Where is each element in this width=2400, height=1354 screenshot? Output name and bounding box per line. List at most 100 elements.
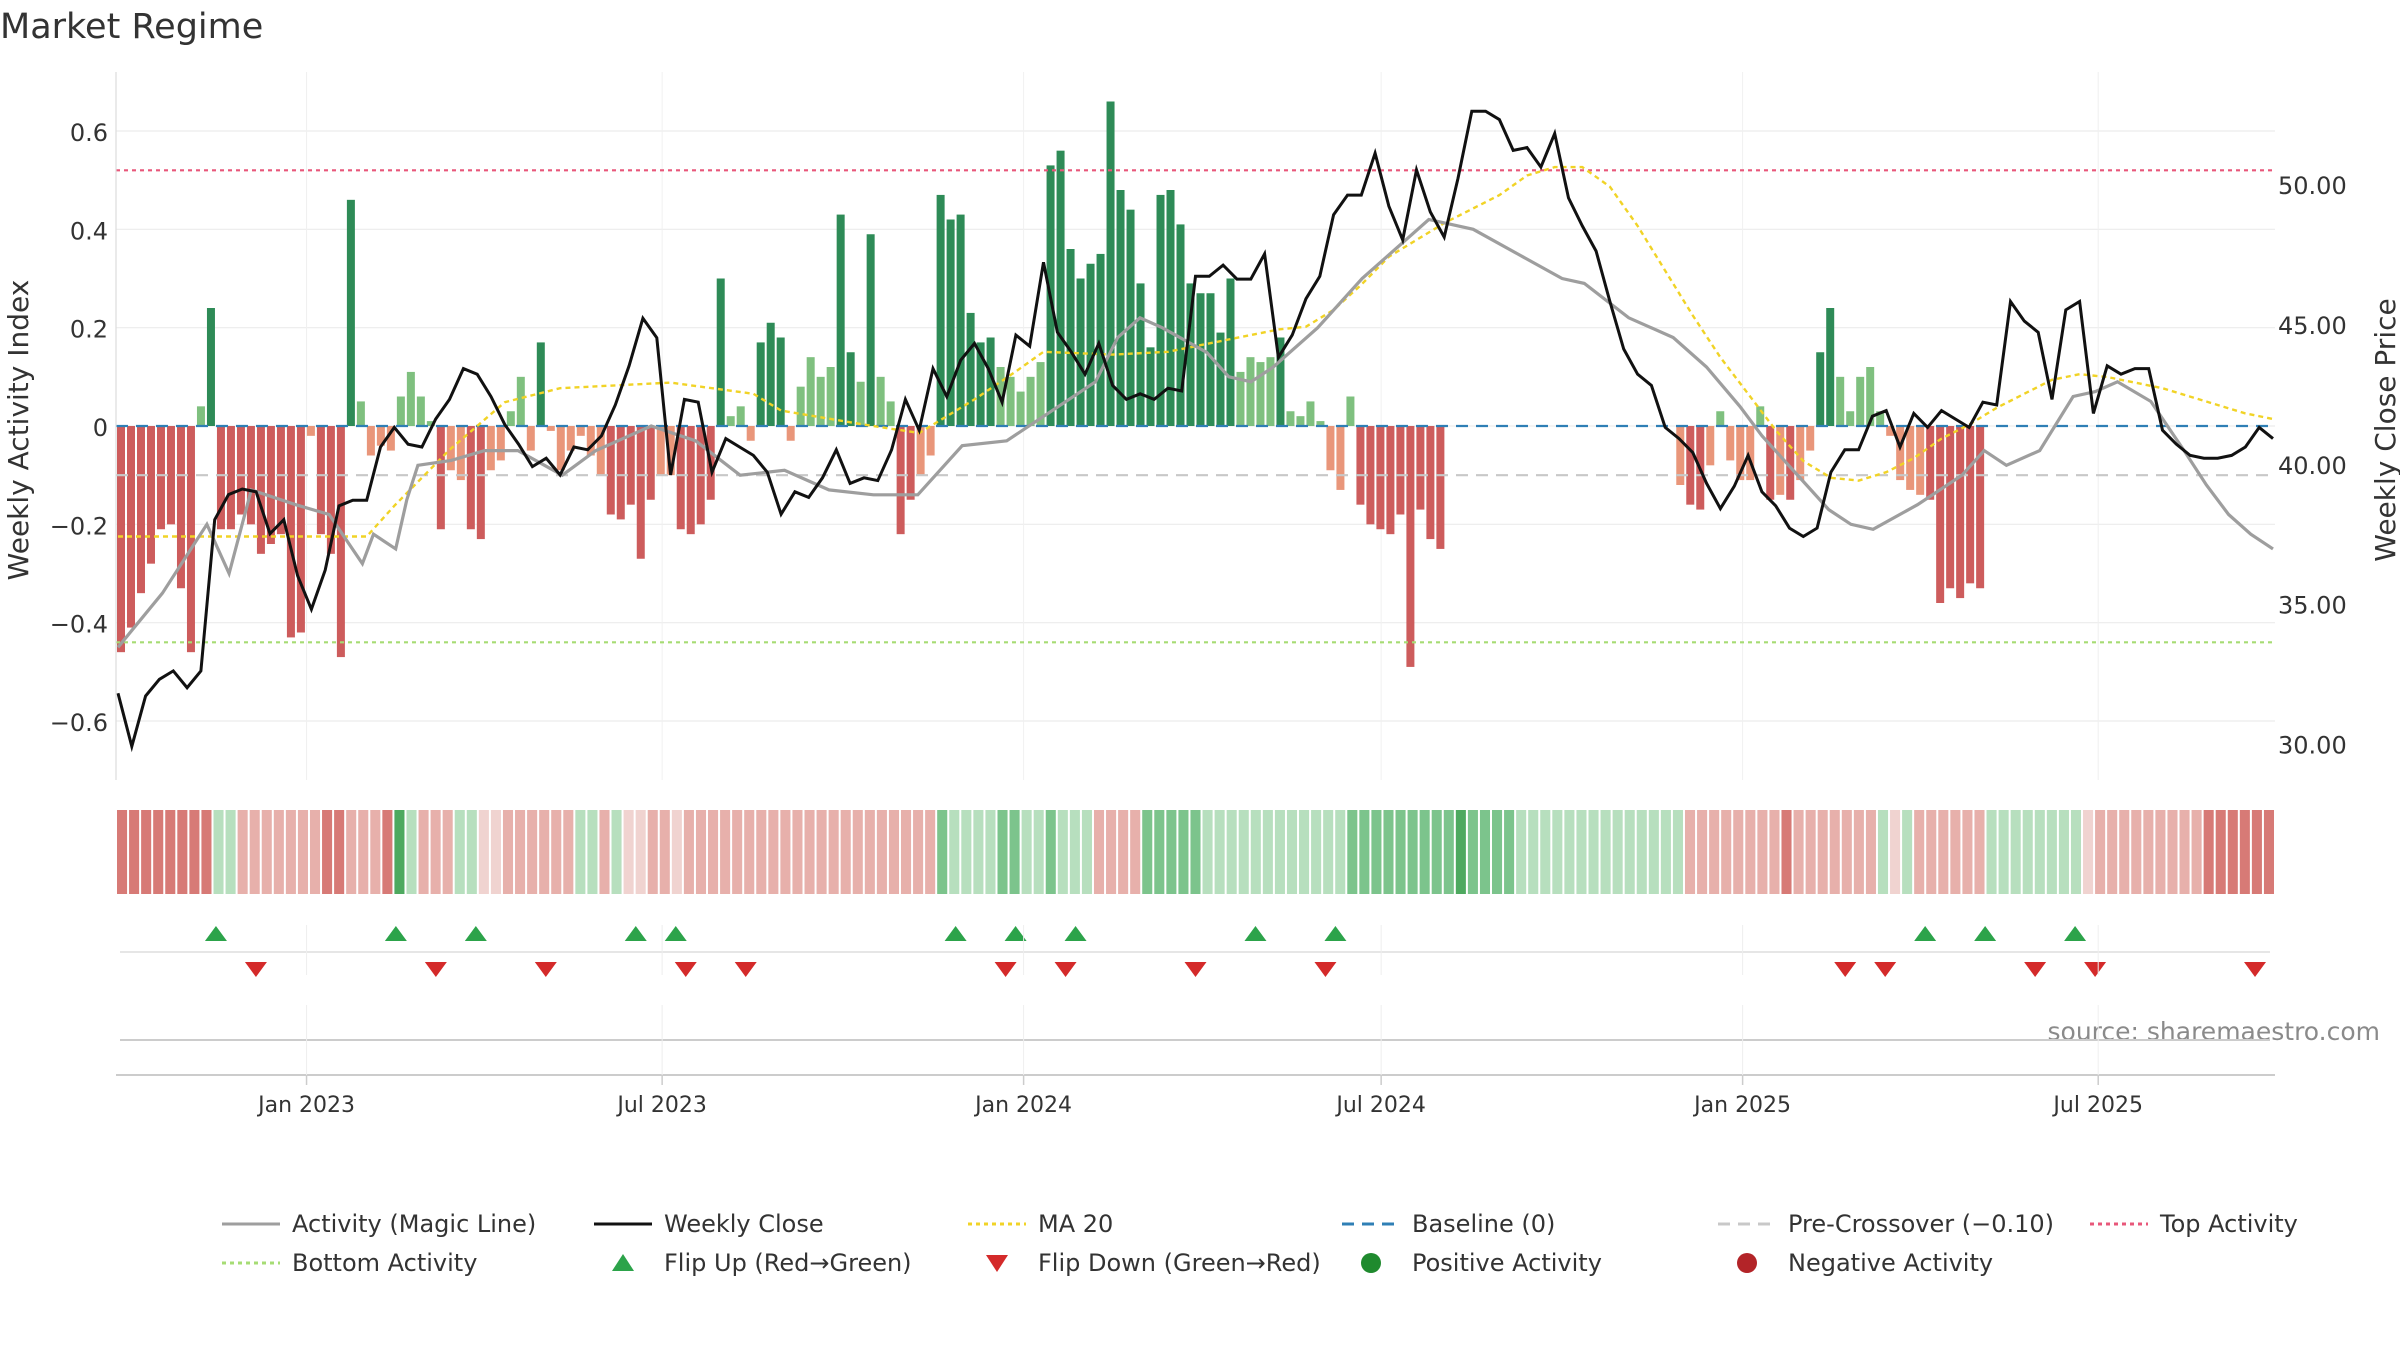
activity-bar [596,426,605,476]
y-right-tick-label: 45.00 [2278,312,2347,340]
activity-bar [376,426,385,446]
flip-up-marker [464,926,487,941]
regime-cell [708,810,719,894]
regime-cell [623,810,634,894]
activity-bar [1376,426,1385,530]
regime-cell [237,810,248,894]
regime-cell [117,810,128,894]
regime-cell [1069,810,1080,894]
activity-bar [246,426,255,525]
regime-cell [2215,810,2226,894]
activity-bar [1216,332,1225,426]
regime-cell [153,810,164,894]
regime-cell [1672,810,1683,894]
activity-bar [736,406,745,426]
activity-bar [1156,194,1165,426]
flip-down-marker [2024,962,2047,977]
activity-bar [1796,426,1805,481]
y-left-tick-label: 0.2 [70,316,108,344]
flip-up-marker [1064,926,1087,941]
regime-cell [515,810,526,894]
regime-cell [213,810,224,894]
activity-bar [426,421,435,426]
activity-bar [366,426,375,456]
activity-bar [826,367,835,426]
y-left-tick-label: 0.4 [70,217,108,245]
regime-cell [1817,810,1828,894]
activity-bar [406,371,415,426]
regime-cell [1274,810,1285,894]
regime-cell [1865,810,1876,894]
activity-bar [1966,426,1975,584]
activity-bar [1916,426,1925,495]
y-left-axis-label: Weekly Activity Index [2,280,35,581]
regime-cell [1998,810,2009,894]
y-right-tick-label: 30.00 [2278,732,2347,760]
regime-cell [937,810,948,894]
activity-bar [506,411,515,426]
flip-down-marker [1184,962,1207,977]
activity-bar [1206,293,1215,426]
regime-cell [309,810,321,894]
regime-cell [1178,810,1189,894]
activity-bar [906,426,915,500]
regime-cell [683,810,694,894]
regime-cell [1262,810,1273,894]
regime-cell [828,810,839,894]
regime-cell [756,810,767,894]
regime-cell [2179,810,2190,894]
flip-down-marker [244,962,267,977]
regime-cell [2191,810,2202,894]
y-left-tick-label: −0.2 [50,512,108,540]
regime-cell [1226,810,1237,894]
regime-cell [1877,810,1889,894]
regime-cell [358,810,369,894]
activity-bar [216,426,225,530]
activity-bar [1146,347,1155,426]
regime-cell [1938,810,1949,894]
activity-bar [1936,426,1945,603]
regime-cell [430,810,441,894]
x-tick-label: Jan 2023 [256,1093,355,1118]
regime-cell [2263,810,2274,894]
activity-bar [1856,376,1865,426]
regime-cell [1600,810,1611,894]
legend-item: Baseline (0) [1342,1210,1555,1238]
activity-bar [1316,421,1325,426]
regime-cell [1829,810,1840,894]
activity-bar [526,426,535,451]
regime-cell [2010,810,2021,894]
legend-label: Weekly Close [664,1210,824,1238]
regime-cell [539,810,550,894]
regime-cell [1684,810,1696,894]
legend-swatch [612,1254,634,1271]
activity-bar [686,426,695,535]
activity-bar [866,234,875,426]
activity-bar [136,426,145,594]
activity-bar [176,426,185,589]
activity-bar [1896,426,1905,481]
regime-cell [1757,810,1768,894]
flip-up-marker [624,926,647,941]
series-lines [116,109,2274,753]
x-tick-label: Jan 2025 [1692,1093,1791,1118]
regime-cell [225,810,236,894]
activity-bar [1026,376,1035,426]
activity-bar [1116,190,1125,426]
activity-bar [656,426,665,476]
y-left-tick-label: −0.6 [50,709,108,737]
activity-bar [1096,253,1105,426]
legend-item: Top Activity [2090,1210,2298,1238]
activity-bar [786,426,795,441]
legend-item: Negative Activity [1737,1249,1993,1277]
activity-bar [1186,283,1195,426]
regime-cell [1335,810,1346,894]
activity-bar [186,426,195,653]
regime-cell [1395,810,1406,894]
activity-bar [1256,362,1265,426]
activity-bar [1136,283,1145,426]
x-tick-label: Jul 2024 [1334,1093,1426,1118]
regime-cell [1299,810,1310,894]
flip-down-marker [994,962,1017,977]
